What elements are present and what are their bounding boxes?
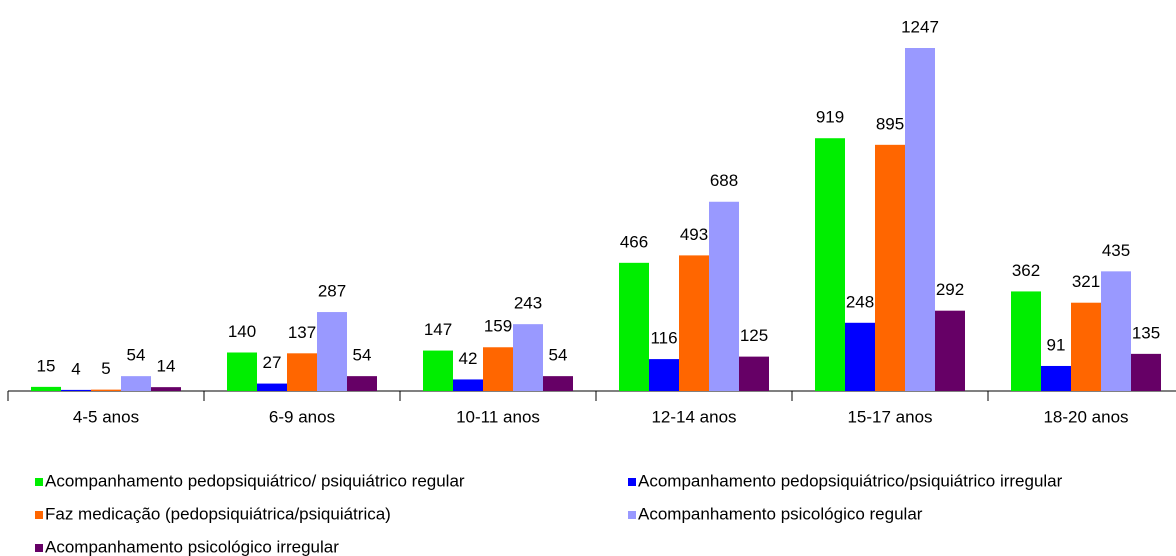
data-label: 54 [127,346,146,365]
bar [709,201,739,391]
legend-label: Acompanhamento pedopsiquiátrico/ psiquiá… [45,471,465,490]
data-label: 116 [650,329,677,348]
data-label: 493 [680,225,708,244]
data-label: 54 [549,346,568,365]
data-label: 688 [710,171,738,190]
data-label: 14 [157,357,176,376]
data-label: 5 [101,359,110,378]
bar [347,376,377,391]
bar [1041,365,1071,391]
data-label: 895 [876,114,904,133]
data-label: 125 [740,326,768,345]
bar [679,255,709,391]
legend-swatch [628,511,636,519]
bar [543,376,573,391]
x-tick-label: 6-9 anos [269,407,335,426]
legend-swatch [35,478,43,486]
bar [453,379,483,391]
legend-swatch [35,544,43,552]
bar [649,359,679,391]
data-label: 15 [37,356,56,375]
x-tick-label: 15-17 anos [847,407,932,426]
data-label: 135 [1132,323,1160,342]
data-label: 27 [263,353,282,372]
bar [1011,291,1041,391]
x-tick-label: 4-5 anos [73,407,139,426]
data-label: 435 [1102,241,1130,260]
x-tick-label: 12-14 anos [651,407,736,426]
data-label: 147 [424,320,452,339]
x-tick-label: 10-11 anos [456,407,540,426]
bar [513,324,543,391]
bar [739,356,769,391]
bar [845,322,875,391]
bar [423,350,453,391]
bar [1071,302,1101,391]
data-label: 42 [459,349,478,368]
data-label: 292 [936,280,964,299]
bar [1131,353,1161,391]
bar [121,376,151,391]
x-tick-label: 18-20 anos [1043,407,1128,426]
bar [483,347,513,391]
bar [61,389,91,391]
bar [815,138,845,391]
data-label: 1247 [901,17,939,36]
data-label: 140 [228,322,256,341]
legend-label: Faz medicação (pedopsiquiátrica/psiquiát… [45,504,391,523]
data-label: 466 [620,232,648,251]
bar [619,262,649,391]
legend-swatch [628,478,636,486]
bar [91,389,121,391]
data-label: 91 [1047,335,1066,354]
data-label: 54 [353,346,372,365]
data-label: 243 [514,294,542,313]
bar [875,144,905,391]
bar [317,312,347,391]
data-label: 919 [816,108,844,127]
bar [1101,271,1131,391]
legend-swatch [35,511,43,519]
legend-label: Acompanhamento psicológico regular [638,504,923,523]
bar [31,386,61,391]
bar [257,383,287,391]
bar [227,352,257,391]
data-label: 362 [1012,261,1040,280]
data-label: 4 [71,359,80,378]
data-label: 137 [288,323,316,342]
data-label: 248 [846,292,874,311]
bar [287,353,317,391]
legend-label: Acompanhamento psicológico irregular [45,537,339,556]
legend-label: Acompanhamento pedopsiquiátrico/psiquiát… [638,471,1063,490]
data-label: 321 [1072,272,1100,291]
data-label: 159 [484,317,512,336]
data-label: 287 [318,282,346,301]
bar [935,310,965,391]
bar [151,387,181,391]
bar [905,48,935,391]
